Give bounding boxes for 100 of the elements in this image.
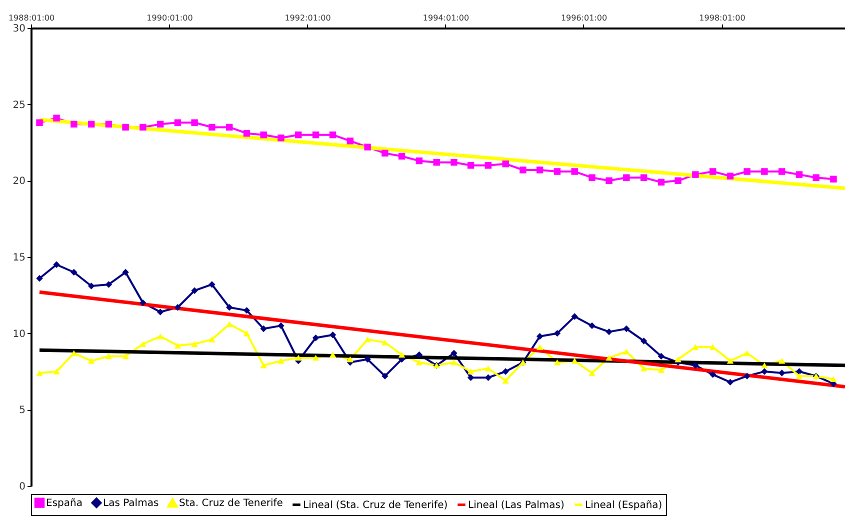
point bbox=[260, 132, 267, 138]
point bbox=[88, 282, 95, 290]
point bbox=[674, 177, 682, 184]
point bbox=[830, 176, 837, 182]
point bbox=[36, 119, 43, 126]
point bbox=[812, 174, 820, 181]
point bbox=[329, 352, 336, 358]
point bbox=[191, 119, 198, 126]
point bbox=[105, 120, 112, 128]
x-tick-label: 1998:01:00 bbox=[699, 14, 746, 22]
point bbox=[588, 370, 596, 376]
y-tick-label: 10 bbox=[12, 328, 26, 340]
point bbox=[640, 338, 648, 344]
point bbox=[778, 168, 786, 175]
point bbox=[122, 268, 129, 276]
point bbox=[260, 362, 267, 368]
legend-label: Lineal (Las Palmas) bbox=[468, 500, 564, 511]
point bbox=[554, 168, 561, 175]
point bbox=[450, 158, 458, 166]
point bbox=[398, 352, 406, 358]
point bbox=[502, 368, 509, 375]
point bbox=[364, 336, 371, 342]
point bbox=[88, 358, 95, 364]
point bbox=[53, 261, 60, 268]
legend-label: Lineal (Sta. Cruz de Tenerife) bbox=[303, 500, 448, 511]
point bbox=[329, 332, 336, 338]
point bbox=[484, 366, 492, 372]
point bbox=[709, 168, 716, 175]
point bbox=[382, 372, 388, 380]
point bbox=[830, 376, 837, 382]
point bbox=[105, 281, 112, 288]
point bbox=[416, 157, 423, 164]
point bbox=[208, 336, 216, 342]
point bbox=[623, 174, 630, 181]
point bbox=[174, 119, 182, 126]
point bbox=[243, 330, 250, 336]
y-tick-label: 5 bbox=[19, 405, 26, 416]
point bbox=[761, 368, 768, 375]
point bbox=[416, 351, 423, 358]
point bbox=[140, 341, 146, 347]
point bbox=[640, 174, 648, 181]
point bbox=[726, 172, 734, 180]
point bbox=[744, 350, 750, 356]
point bbox=[260, 325, 267, 332]
point bbox=[278, 358, 284, 364]
point bbox=[536, 166, 544, 174]
point bbox=[191, 341, 198, 347]
point bbox=[88, 120, 95, 128]
point bbox=[778, 358, 786, 364]
x-tick-label: 1996:01:00 bbox=[560, 14, 608, 22]
legend-label: Las Palmas bbox=[103, 498, 159, 509]
point bbox=[312, 132, 320, 138]
point bbox=[346, 356, 354, 362]
legend-label: Lineal (España) bbox=[585, 500, 662, 511]
x-tick-label: 1990:01:00 bbox=[146, 14, 193, 22]
point bbox=[467, 368, 474, 374]
point bbox=[658, 352, 665, 360]
point bbox=[744, 372, 750, 380]
point bbox=[520, 166, 526, 174]
point bbox=[208, 281, 216, 288]
y-tick-label: 0 bbox=[19, 482, 26, 492]
point bbox=[796, 373, 803, 379]
point bbox=[588, 174, 596, 181]
point bbox=[450, 350, 458, 357]
point bbox=[329, 132, 336, 138]
point bbox=[312, 354, 320, 361]
point bbox=[174, 304, 182, 311]
x-tick-label: 1994:01:00 bbox=[422, 14, 470, 22]
point bbox=[70, 120, 78, 128]
point bbox=[156, 333, 164, 340]
point bbox=[295, 132, 302, 138]
x-tick-label: 1992:01:00 bbox=[284, 14, 331, 22]
point bbox=[278, 322, 284, 330]
point bbox=[467, 374, 474, 381]
point bbox=[70, 350, 78, 356]
point bbox=[588, 322, 596, 330]
point bbox=[278, 134, 284, 142]
point bbox=[382, 150, 388, 157]
point bbox=[692, 171, 699, 178]
point bbox=[726, 378, 734, 386]
point bbox=[554, 359, 561, 366]
point bbox=[53, 368, 60, 374]
y-tick-label: 20 bbox=[12, 176, 26, 188]
point bbox=[156, 120, 164, 128]
point bbox=[778, 370, 786, 376]
point bbox=[122, 353, 129, 360]
point bbox=[709, 371, 716, 378]
point bbox=[191, 287, 198, 294]
point bbox=[140, 124, 146, 131]
point bbox=[726, 358, 734, 364]
point bbox=[674, 356, 682, 362]
y-tick-label: 30 bbox=[12, 24, 26, 34]
point bbox=[606, 328, 612, 336]
point bbox=[416, 359, 423, 366]
point bbox=[450, 359, 458, 366]
point bbox=[761, 362, 768, 368]
point bbox=[502, 378, 509, 384]
point bbox=[640, 366, 648, 372]
point bbox=[36, 275, 43, 282]
point bbox=[433, 158, 440, 166]
